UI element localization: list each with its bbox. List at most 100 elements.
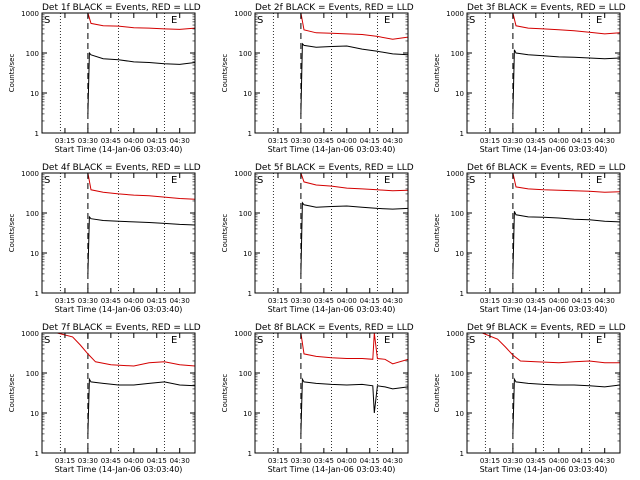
series-line-events <box>87 215 195 274</box>
start-marker: S <box>44 175 50 186</box>
plot-frame <box>466 12 621 134</box>
y-tick-label: 1000 <box>21 10 39 18</box>
x-axis-label: Start Time (14-Jan-06 03:03:40) <box>268 305 396 314</box>
y-tick-label: 100 <box>451 50 464 58</box>
y-tick-label: 10 <box>455 410 464 418</box>
plot-frame <box>41 172 196 294</box>
y-tick-label: 10 <box>455 90 464 98</box>
x-axis-label: Start Time (14-Jan-06 03:03:40) <box>480 305 608 314</box>
x-tick-label: 04:30 <box>383 297 403 305</box>
x-tick-label: 03:45 <box>101 457 121 465</box>
x-tick-label: 04:00 <box>337 137 357 145</box>
end-marker: E <box>171 175 177 186</box>
series-line-events <box>300 42 408 114</box>
y-tick-label: 10 <box>455 250 464 258</box>
y-axis-label: Counts/sec <box>221 54 229 93</box>
x-tick-label: 04:30 <box>383 457 403 465</box>
x-tick-label: 03:30 <box>291 297 311 305</box>
y-tick-label: 100 <box>239 210 252 218</box>
end-marker: E <box>171 15 177 26</box>
end-marker: E <box>596 15 602 26</box>
plot-frame <box>466 332 621 454</box>
y-tick-label: 1 <box>460 290 464 298</box>
x-tick-label: 03:30 <box>291 137 311 145</box>
y-tick-label: 1 <box>35 130 39 138</box>
x-tick-label: 04:00 <box>337 457 357 465</box>
y-tick-label: 100 <box>239 50 252 58</box>
x-tick-label: 04:30 <box>170 137 190 145</box>
panel-det-8f: Det 8f BLACK = Events, RED = LLD Counts/s… <box>221 323 414 474</box>
y-tick-label: 100 <box>451 370 464 378</box>
x-tick-label: 03:30 <box>78 457 98 465</box>
y-tick-label: 1000 <box>446 330 464 338</box>
y-tick-label: 10 <box>243 90 252 98</box>
end-marker: E <box>596 335 602 346</box>
start-marker: S <box>257 335 263 346</box>
y-tick-label: 100 <box>26 210 39 218</box>
y-tick-label: 1000 <box>446 170 464 178</box>
x-tick-label: 04:00 <box>337 297 357 305</box>
x-tick-label: 03:45 <box>101 137 121 145</box>
x-axis-label: Start Time (14-Jan-06 03:03:40) <box>55 305 183 314</box>
y-tick-label: 10 <box>243 410 252 418</box>
plot-frame <box>254 332 409 454</box>
x-tick-label: 04:30 <box>170 457 190 465</box>
x-tick-label: 03:30 <box>503 457 523 465</box>
panel-title: Det 7f BLACK = Events, RED = LLD <box>42 323 201 333</box>
series-line-lld <box>467 333 620 364</box>
series-line-lld <box>87 13 195 30</box>
y-tick-label: 1000 <box>234 170 252 178</box>
panel-det-4f: Det 4f BLACK = Events, RED = LLD Counts/s… <box>8 163 201 314</box>
y-tick-label: 1 <box>35 450 39 458</box>
x-tick-label: 04:15 <box>572 137 592 145</box>
x-tick-label: 03:45 <box>526 297 546 305</box>
x-tick-label: 04:15 <box>147 137 167 145</box>
x-tick-label: 04:00 <box>549 457 569 465</box>
series-line-events <box>87 51 195 114</box>
x-tick-label: 04:15 <box>572 457 592 465</box>
series-line-lld <box>512 13 620 35</box>
x-tick-label: 04:15 <box>360 137 380 145</box>
start-marker: S <box>257 175 263 186</box>
y-tick-label: 1 <box>248 130 252 138</box>
panel-det-1f: Det 1f BLACK = Events, RED = LLD Counts/s… <box>8 3 201 154</box>
series-line-lld <box>300 13 408 40</box>
panel-title: Det 3f BLACK = Events, RED = LLD <box>467 3 626 13</box>
end-marker: E <box>384 335 390 346</box>
y-tick-label: 1 <box>460 450 464 458</box>
y-tick-label: 1 <box>248 450 252 458</box>
end-marker: E <box>384 175 390 186</box>
x-tick-label: 04:15 <box>147 297 167 305</box>
y-axis-label: Counts/sec <box>433 374 441 413</box>
x-axis-label: Start Time (14-Jan-06 03:03:40) <box>268 465 396 474</box>
plot-frame <box>254 12 409 134</box>
x-tick-label: 03:15 <box>480 137 500 145</box>
x-tick-label: 04:00 <box>549 297 569 305</box>
y-axis-label: Counts/sec <box>8 374 16 413</box>
x-tick-label: 04:00 <box>124 297 144 305</box>
end-marker: E <box>171 335 177 346</box>
plot-frame <box>254 172 409 294</box>
panel-det-6f: Det 6f BLACK = Events, RED = LLD Counts/s… <box>433 163 626 314</box>
panel-det-7f: Det 7f BLACK = Events, RED = LLD Counts/s… <box>8 323 201 474</box>
x-tick-label: 04:30 <box>170 297 190 305</box>
plot-frame <box>41 12 196 134</box>
y-tick-label: 1 <box>248 290 252 298</box>
x-tick-label: 03:45 <box>526 457 546 465</box>
x-tick-label: 04:30 <box>595 137 615 145</box>
panel-title: Det 4f BLACK = Events, RED = LLD <box>42 163 201 173</box>
panel-title: Det 6f BLACK = Events, RED = LLD <box>467 163 626 173</box>
start-marker: S <box>44 335 50 346</box>
start-marker: S <box>469 15 475 26</box>
x-tick-label: 03:45 <box>314 297 334 305</box>
start-marker: S <box>44 15 50 26</box>
x-axis-label: Start Time (14-Jan-06 03:03:40) <box>480 465 608 474</box>
panel-det-2f: Det 2f BLACK = Events, RED = LLD Counts/s… <box>221 3 414 154</box>
x-tick-label: 03:30 <box>503 297 523 305</box>
y-tick-label: 100 <box>239 370 252 378</box>
series-line-lld <box>87 173 195 200</box>
series-line-lld <box>42 333 195 367</box>
x-tick-label: 03:15 <box>55 297 75 305</box>
x-tick-label: 04:15 <box>360 457 380 465</box>
